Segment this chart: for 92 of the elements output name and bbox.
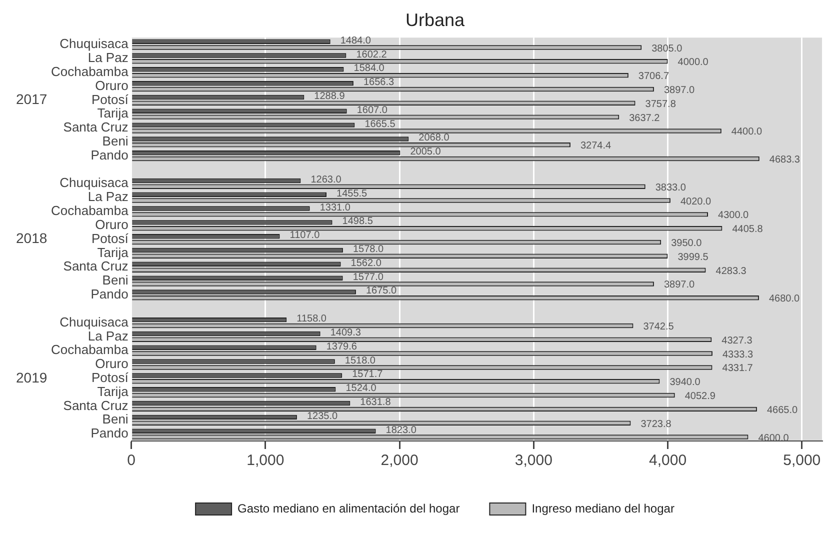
y-tick-label: Beni (102, 134, 128, 149)
y-tick-label: Tarija (97, 384, 130, 399)
data-label: 3940.0 (670, 377, 701, 388)
data-label: 4400.0 (731, 126, 762, 138)
data-label: 1562.0 (350, 258, 382, 269)
data-label: 4683.3 (769, 154, 800, 166)
data-label: 2005.0 (410, 146, 442, 158)
x-tick-label: 0 (127, 452, 136, 470)
y-tick-label: Chuquisaca (60, 36, 130, 52)
data-label: 1631.8 (360, 397, 392, 408)
data-label: 3274.4 (580, 140, 612, 152)
y-tick-label: Cochabamba (51, 342, 130, 358)
data-label: 1607.0 (356, 104, 388, 116)
data-label: 3637.2 (629, 112, 660, 124)
data-label: 2068.0 (418, 132, 450, 144)
data-label: 1571.7 (352, 369, 384, 380)
data-label: 1675.0 (366, 286, 397, 297)
data-label: 1665.5 (364, 118, 396, 130)
data-label: 4052.9 (684, 391, 716, 402)
y-tick-label: La Paz (88, 328, 128, 344)
data-label: 1409.3 (330, 327, 362, 338)
y-tick-label: Potosí (91, 370, 129, 385)
data-label: 1484.0 (340, 35, 372, 46)
y-tick-label: Beni (102, 272, 128, 288)
data-label: 1288.9 (314, 90, 346, 102)
data-label: 1158.0 (296, 314, 327, 325)
data-label: 3742.5 (643, 321, 674, 332)
data-label: 3897.0 (664, 280, 695, 291)
x-tick-label: 1,000 (246, 452, 284, 470)
y-tick-label: Cochabamba (51, 64, 130, 79)
x-tick-label: 4,000 (649, 452, 687, 470)
data-label: 1578.0 (352, 244, 384, 256)
y-tick-label: Beni (102, 412, 128, 427)
y-tick-label: La Paz (88, 50, 128, 66)
y-tick-label: Pando (90, 147, 128, 162)
data-label: 3897.0 (664, 84, 695, 96)
data-label: 1524.0 (346, 383, 377, 394)
data-label: 1235.0 (306, 410, 338, 422)
data-label: 1379.6 (326, 341, 358, 352)
y-tick-label: Oruro (95, 356, 128, 372)
y-tick-label: Oruro (95, 78, 128, 93)
data-label: 3757.8 (645, 98, 676, 110)
data-label: 1455.5 (336, 188, 368, 200)
y-tick-label: Potosí (91, 92, 129, 107)
chart-title: Urbana (405, 10, 466, 30)
y-tick-label: Tarija (97, 106, 130, 121)
x-tick-label: 3,000 (514, 452, 552, 470)
y-tick-label: La Paz (88, 189, 128, 204)
data-label: 1584.0 (354, 63, 385, 74)
legend-label: Ingreso mediano del hogar (532, 501, 674, 516)
data-label: 4333.3 (722, 349, 754, 360)
x-tick-label: 2,000 (380, 452, 418, 470)
data-label: 3833.0 (655, 182, 686, 194)
y-tick-label: Santa Cruz (63, 258, 128, 274)
y-tick-label: Chuquisaca (60, 175, 130, 190)
data-label: 1602.2 (356, 49, 388, 60)
text: 2017 (16, 91, 48, 108)
y-tick-label: Tarija (97, 244, 130, 260)
y-tick-label: Oruro (95, 216, 128, 232)
data-label: 1577.0 (352, 272, 384, 283)
data-label: 4680.0 (768, 294, 800, 305)
y-tick-label: Santa Cruz (63, 120, 128, 135)
data-label: 1823.0 (386, 424, 417, 436)
y-tick-label: Chuquisaca (60, 314, 130, 330)
data-label: 4665.0 (766, 404, 798, 416)
data-label: 3805.0 (652, 43, 683, 54)
text: 2019 (16, 369, 48, 386)
data-label: 3950.0 (671, 238, 702, 250)
data-label: 1107.0 (290, 230, 320, 242)
x-tick-label: 5,000 (783, 452, 821, 470)
data-label: 4405.8 (732, 224, 764, 236)
data-label: 1656.3 (363, 77, 394, 88)
y-tick-label: Pando (90, 286, 128, 302)
data-label: 1498.5 (342, 216, 374, 228)
data-label: 1331.0 (320, 202, 351, 214)
data-label: 3723.8 (640, 418, 672, 430)
text: 2018 (16, 230, 48, 246)
data-label: 4327.3 (722, 335, 753, 346)
data-label: 4020.0 (680, 196, 712, 208)
data-label: 4300.0 (718, 210, 750, 222)
y-tick-label: Santa Cruz (63, 398, 128, 413)
data-label: 3706.7 (638, 71, 670, 82)
y-tick-label: Potosí (91, 230, 129, 246)
data-label: 4331.7 (722, 363, 754, 374)
data-label: 1518.0 (344, 355, 376, 366)
y-tick-label: Pando (90, 426, 128, 441)
legend-label: Gasto mediano en alimentación del hogar (238, 501, 460, 516)
data-label: 3999.5 (678, 252, 709, 263)
data-label: 1263.0 (310, 174, 342, 186)
data-label: 4283.3 (716, 266, 747, 277)
y-tick-label: Cochabamba (51, 203, 130, 218)
data-label: 4000.0 (678, 57, 709, 68)
